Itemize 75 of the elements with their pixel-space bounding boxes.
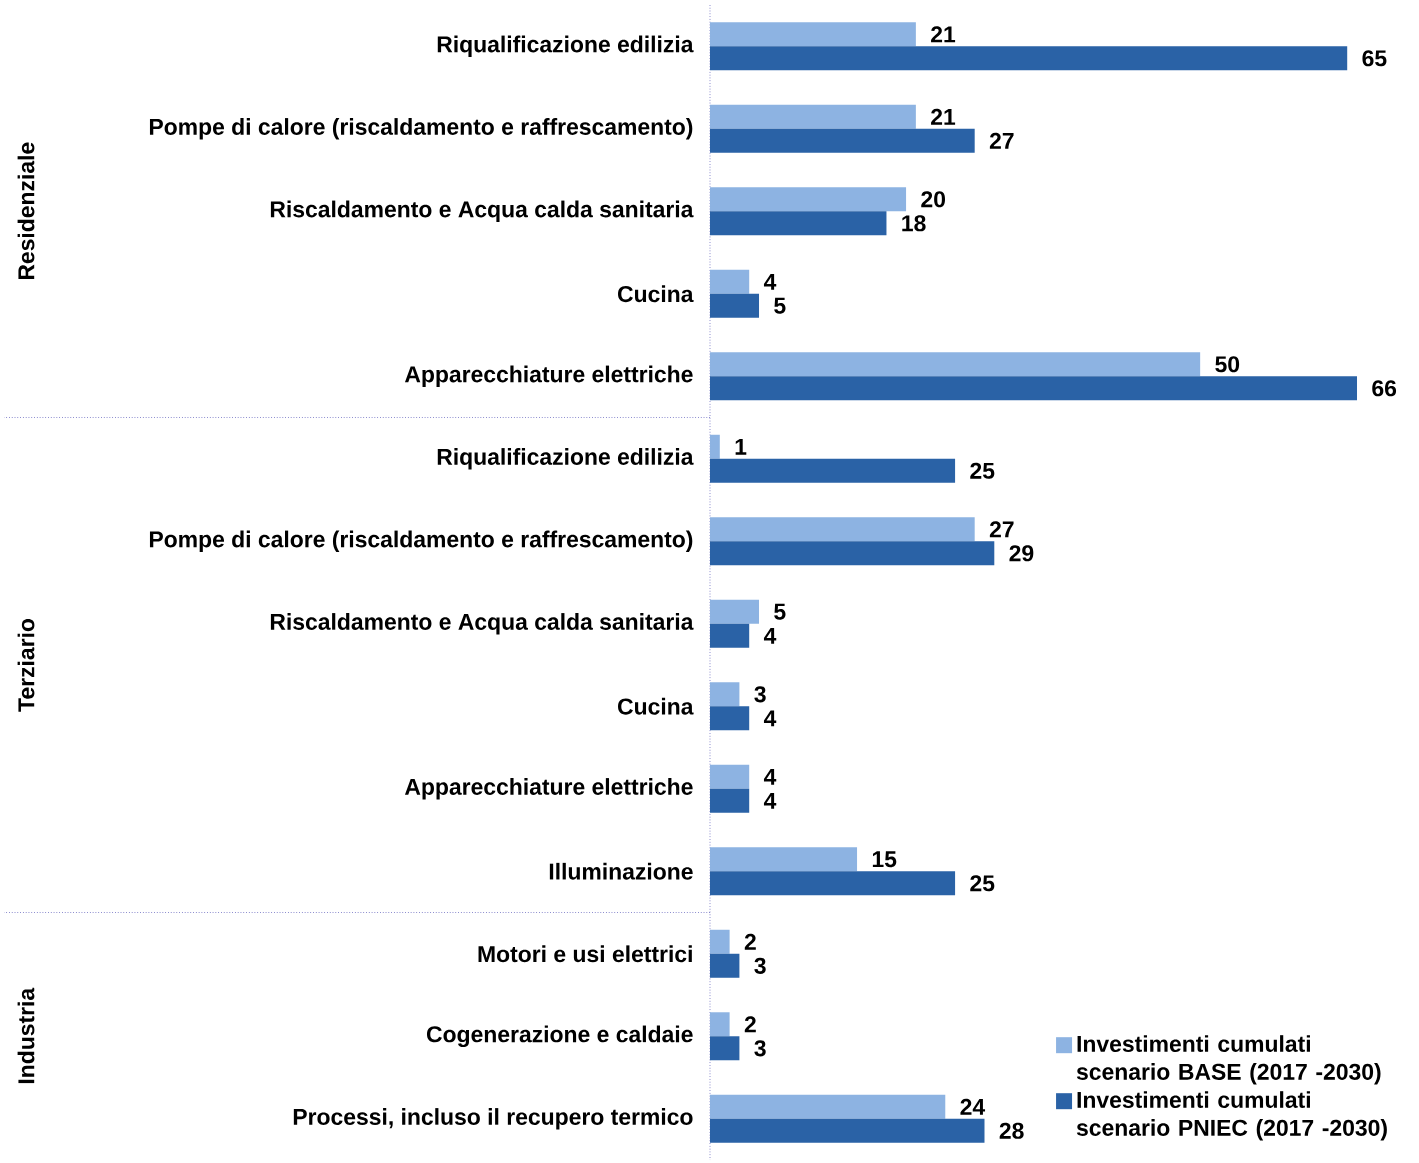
bar <box>710 788 750 813</box>
bar <box>710 128 975 153</box>
bar <box>710 187 907 212</box>
bar <box>710 104 916 129</box>
data-label: 28 <box>999 1122 1024 1139</box>
bar <box>710 517 975 542</box>
data-label: 24 <box>960 1098 986 1115</box>
y-tick-label: Cucina <box>618 697 694 715</box>
y-tick-label: Pompe di calore (riscaldamento e raffrescamento) <box>149 118 693 140</box>
bar <box>710 541 995 566</box>
bar <box>710 211 887 236</box>
y-tick-label: Apparecchiature elettriche <box>404 778 693 800</box>
bar <box>710 682 740 707</box>
data-label: 20 <box>921 191 946 208</box>
data-label: 21 <box>931 108 956 125</box>
data-label: 1 <box>735 438 747 455</box>
bar <box>710 46 1348 71</box>
y-tick-label: Cucina <box>618 285 694 303</box>
bar <box>710 953 740 978</box>
bar <box>710 847 858 872</box>
legend-label: Investimenti cumulati scenario BASE (2017 -2030) <box>1076 1035 1381 1085</box>
data-label: 21 <box>931 26 956 43</box>
data-label: 4 <box>763 768 777 785</box>
bar <box>710 1012 730 1037</box>
data-label: 25 <box>970 875 995 892</box>
bar <box>710 376 1358 401</box>
y-tick-label: Cogenerazione e caldaie <box>426 1025 693 1047</box>
data-label: 50 <box>1215 356 1240 373</box>
data-label: 25 <box>970 462 995 479</box>
data-label: 3 <box>754 686 766 703</box>
y-tick-label: Riscaldamento e Acqua calda sanitaria <box>270 200 694 222</box>
bar <box>710 434 720 459</box>
data-label: 15 <box>872 851 897 868</box>
bar <box>710 1094 946 1119</box>
data-label: 27 <box>989 132 1014 149</box>
data-label: 4 <box>763 273 777 290</box>
y-tick-label: Pompe di calore (riscaldamento e raffrescamento) <box>149 530 693 552</box>
y-tick-label: Processi, incluso il recupero termico <box>293 1108 693 1130</box>
bar <box>710 706 750 731</box>
data-label: 18 <box>902 215 926 232</box>
text: Terziario <box>17 618 35 712</box>
data-label: 2 <box>744 933 756 950</box>
y-tick-label: Riqualificazione edilizia <box>437 448 694 470</box>
data-label: 5 <box>774 297 786 314</box>
bar <box>710 269 750 294</box>
y-tick-label: Apparecchiature elettriche <box>404 365 693 387</box>
bar <box>710 1036 740 1061</box>
y-tick-label: Riqualificazione edilizia <box>437 35 694 57</box>
data-label: 3 <box>754 957 766 974</box>
y-tick-label: Riscaldamento e Acqua calda sanitaria <box>270 613 694 635</box>
data-label: 66 <box>1372 380 1397 397</box>
bar <box>710 764 750 789</box>
bar <box>710 293 760 318</box>
bar <box>710 458 956 483</box>
bar <box>710 1118 985 1143</box>
bar <box>710 929 730 954</box>
data-label: 3 <box>754 1040 766 1057</box>
text: Industria <box>17 987 35 1084</box>
data-label: 4 <box>763 627 777 644</box>
data-label: 29 <box>1009 545 1034 562</box>
data-label: 5 <box>774 603 786 620</box>
y-tick-label: Illuminazione <box>549 862 693 880</box>
bar <box>710 22 916 47</box>
data-label: 65 <box>1362 50 1387 67</box>
data-label: 4 <box>763 710 777 727</box>
bar <box>710 352 1201 377</box>
bar <box>710 871 956 896</box>
bar <box>710 623 750 648</box>
bar <box>710 599 760 624</box>
data-label: 2 <box>744 1016 756 1033</box>
legend-label: Investimenti cumulati scenario PNIEC (2017 -2030) <box>1076 1091 1387 1141</box>
data-label: 4 <box>763 792 777 809</box>
text: Residenziale <box>17 142 35 280</box>
y-tick-label: Motori e usi elettrici <box>478 945 692 963</box>
data-label: 27 <box>989 521 1014 538</box>
